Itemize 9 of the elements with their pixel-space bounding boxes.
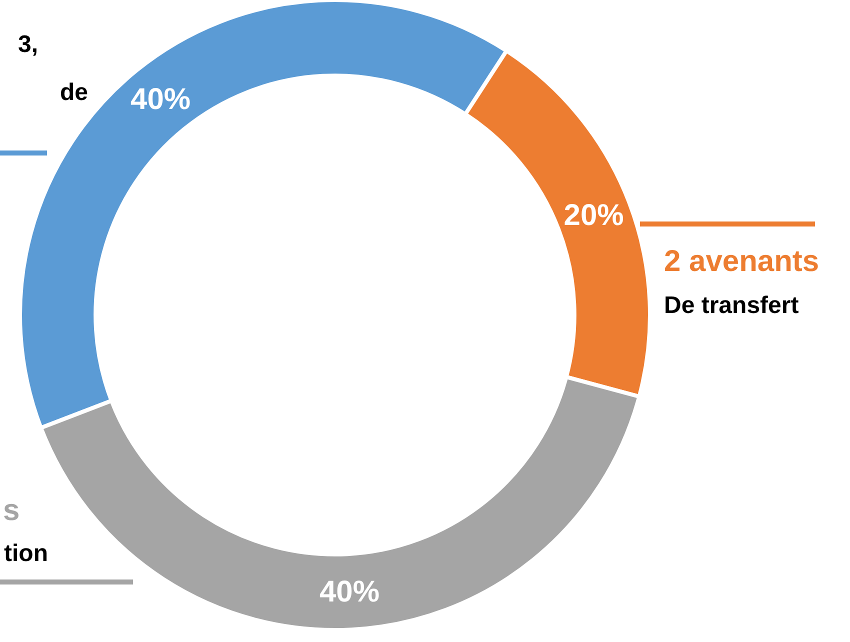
slice-label: 2 avenants <box>664 245 820 278</box>
data-label: 40% <box>130 83 191 116</box>
text: De transfert <box>664 292 799 319</box>
text: tion <box>4 540 48 567</box>
text: de <box>60 79 88 106</box>
data-label: 20% <box>564 199 624 232</box>
data-label: 40% <box>319 575 380 608</box>
text: 3, <box>18 31 38 58</box>
slice-label: s <box>3 494 20 527</box>
